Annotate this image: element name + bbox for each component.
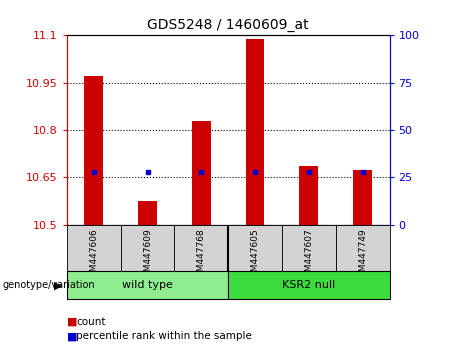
- Bar: [192, 121, 211, 225]
- Text: ▶: ▶: [54, 281, 63, 291]
- Text: percentile rank within the sample: percentile rank within the sample: [76, 331, 252, 341]
- Bar: [336, 225, 390, 271]
- Text: GSM447609: GSM447609: [143, 228, 152, 283]
- Bar: [300, 166, 318, 225]
- Bar: [67, 225, 121, 271]
- Bar: [353, 170, 372, 225]
- Bar: [228, 225, 282, 271]
- Text: GSM447605: GSM447605: [251, 228, 260, 283]
- Text: GSM447768: GSM447768: [197, 228, 206, 283]
- Bar: [84, 76, 103, 225]
- Bar: [282, 225, 336, 271]
- Text: GSM447607: GSM447607: [304, 228, 313, 283]
- Bar: [246, 39, 265, 225]
- Text: GSM447606: GSM447606: [89, 228, 98, 283]
- Text: GSM447749: GSM447749: [358, 228, 367, 283]
- Text: genotype/variation: genotype/variation: [2, 280, 95, 290]
- Text: ■: ■: [67, 331, 77, 341]
- Bar: [138, 201, 157, 225]
- Bar: [228, 271, 390, 299]
- Bar: [121, 225, 174, 271]
- Bar: [174, 225, 228, 271]
- Title: GDS5248 / 1460609_at: GDS5248 / 1460609_at: [148, 18, 309, 32]
- Bar: [67, 271, 228, 299]
- Text: wild type: wild type: [122, 280, 173, 290]
- Text: KSR2 null: KSR2 null: [282, 280, 336, 290]
- Text: count: count: [76, 317, 106, 327]
- Text: ■: ■: [67, 317, 77, 327]
